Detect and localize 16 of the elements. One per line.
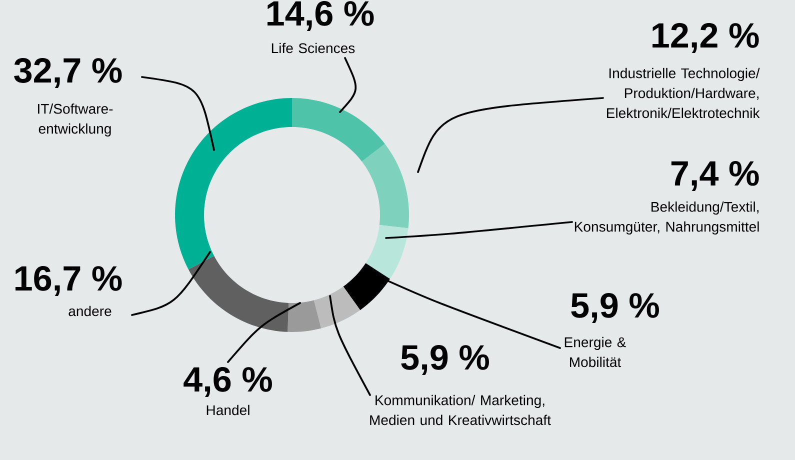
slice-label: Life Sciences [272, 42, 355, 54]
data-label: 4,6 % [184, 367, 272, 397]
slice-label: Handel [206, 404, 250, 416]
slice-label: Bekleidung/Textil, Konsumgüter, Nahrungsmittel [574, 202, 759, 235]
slice-label: andere [68, 306, 112, 316]
slice-label: Kommunikation/ Marketing, Medien und Kreativwirtschaft [370, 394, 551, 426]
data-label: 16,7 % [15, 266, 122, 296]
data-label: 12,2 % [652, 23, 759, 53]
data-label: 5,9 % [401, 345, 489, 375]
data-label: 5,9 % [571, 293, 659, 323]
slice-label: IT/Software-entwicklung [38, 104, 113, 137]
slice-label: Industrielle Technologie/ Produktion/Hardware, Elektronik/Elektrotechnik [607, 68, 760, 118]
data-label: 7,4 % [671, 161, 759, 191]
data-label: 32,7 % [14, 58, 122, 88]
slice-label: Energie & Mobilität [564, 336, 626, 368]
data-label: 14,6 % [267, 1, 374, 31]
